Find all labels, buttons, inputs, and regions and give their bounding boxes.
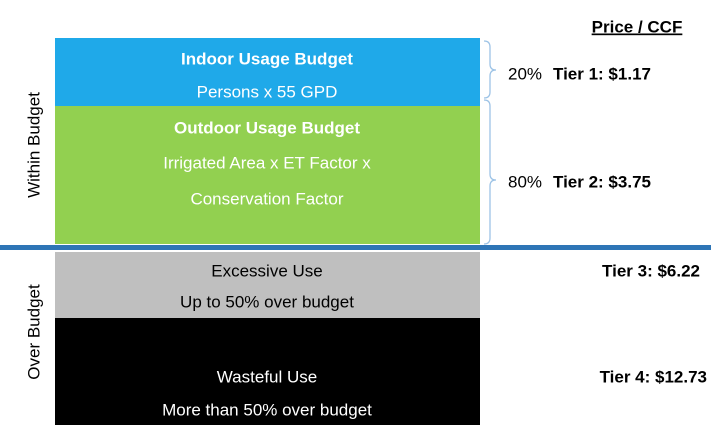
tier-price: Tier 4: $12.73 [600, 367, 707, 386]
block-line: Conservation Factor [190, 189, 343, 208]
price-header: Price / CCF [592, 17, 683, 36]
indoor-block [55, 38, 480, 106]
group-label: Over Budget [24, 284, 43, 380]
tier-share: 20% [508, 64, 542, 83]
block-title: Wasteful Use [217, 367, 317, 386]
block-title: Outdoor Usage Budget [174, 118, 360, 137]
tier-share: 80% [508, 172, 542, 191]
block-title: Indoor Usage Budget [181, 49, 353, 68]
wasteful-block [55, 318, 480, 425]
outdoor-block [55, 106, 480, 244]
brace [483, 99, 497, 245]
block-line: More than 50% over budget [162, 400, 372, 419]
tier-price: Tier 3: $6.22 [602, 261, 700, 280]
block-line: Up to 50% over budget [180, 292, 354, 311]
block-title: Excessive Use [211, 261, 322, 280]
budget-divider [0, 245, 711, 250]
group-label: Within Budget [24, 92, 43, 198]
excessive-block [55, 252, 480, 318]
tier-price: Tier 1: $1.17 [553, 64, 651, 83]
block-line: Persons x 55 GPD [197, 82, 338, 101]
brace [483, 40, 497, 99]
tier-price: Tier 2: $3.75 [553, 172, 651, 191]
block-line: Irrigated Area x ET Factor x [163, 153, 371, 172]
